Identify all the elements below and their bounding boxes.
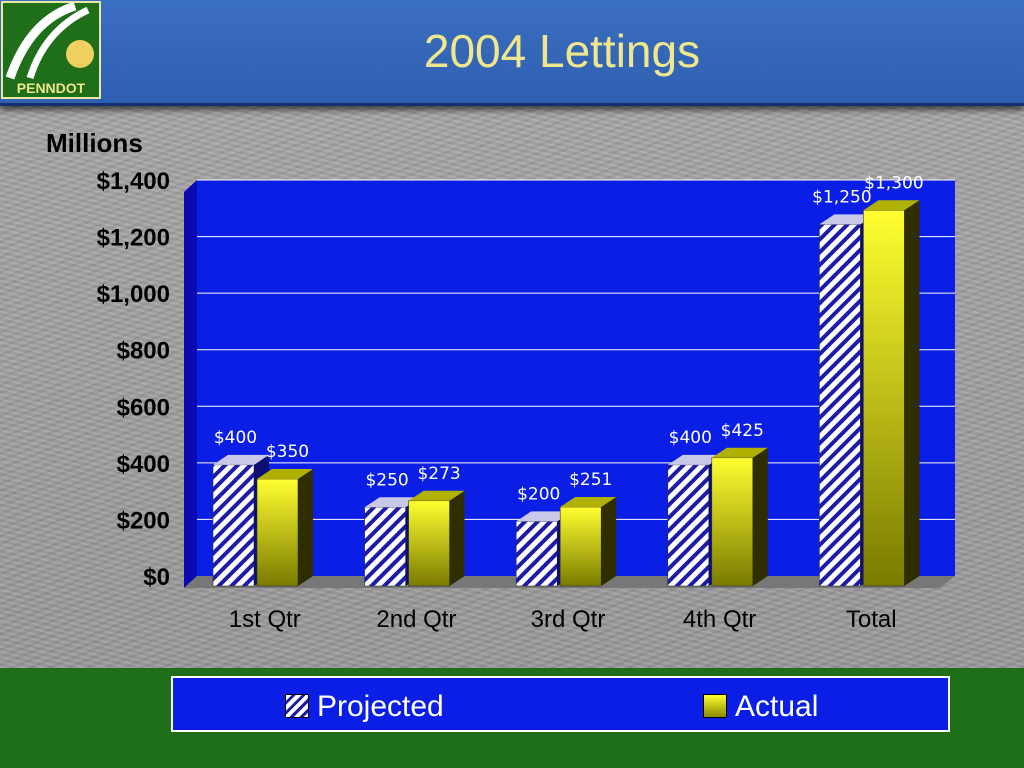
data-label: $400 <box>214 428 257 448</box>
y-tick-label: $800 <box>117 338 170 365</box>
legend-label-actual: Actual <box>735 690 819 723</box>
y-tick-label: $200 <box>117 507 170 534</box>
x-category-label: 4th Qtr <box>683 606 756 633</box>
bar-actual-3rd-qtr <box>559 497 617 587</box>
y-tick-label: $1,000 <box>97 281 170 308</box>
penndot-logo: PENNDOT <box>1 1 101 99</box>
header-bar: PENNDOT 2004 Lettings <box>0 0 1024 106</box>
y-tick-label: $400 <box>117 451 170 478</box>
data-label: $350 <box>266 442 309 462</box>
legend-swatch-actual <box>703 694 727 718</box>
slide-title: 2004 Lettings <box>423 25 701 77</box>
y-tick-label: $0 <box>143 564 170 591</box>
y-axis-label: Millions <box>46 128 143 158</box>
legend-swatch-projected <box>285 694 309 718</box>
bar-chart: $0 $200 $400 $600 $800 $1,000 $1,200 $1,400 1st… <box>97 168 955 633</box>
x-category-label: 1st Qtr <box>229 606 301 633</box>
plot-side-wall <box>184 180 197 588</box>
x-category-label: 3rd Qtr <box>531 606 606 633</box>
y-tick-label: $1,200 <box>97 225 170 252</box>
legend-item-projected: Projected <box>285 690 444 724</box>
legend-item-actual: Actual <box>703 690 818 724</box>
data-label: $200 <box>517 484 560 504</box>
x-category-label: Total <box>846 606 897 633</box>
data-label: $273 <box>417 464 460 484</box>
bar-actual-total <box>863 200 920 587</box>
y-tick-label: $1,400 <box>97 168 170 195</box>
bar-actual-4th-qtr <box>711 447 768 587</box>
y-tick-label: $600 <box>117 394 170 421</box>
data-label: $1,300 <box>864 173 923 193</box>
logo-text: PENNDOT <box>17 80 86 96</box>
data-label: $425 <box>721 421 764 441</box>
bar-actual-1st-qtr <box>256 469 313 587</box>
data-label: $1,250 <box>812 187 871 207</box>
x-category-label: 2nd Qtr <box>376 606 456 633</box>
data-label: $251 <box>569 470 612 490</box>
legend-label-projected: Projected <box>317 690 444 723</box>
bar-actual-2nd-qtr <box>408 490 465 587</box>
data-label: $250 <box>365 470 408 490</box>
data-label: $400 <box>669 428 712 448</box>
chart-legend: Projected Actual <box>171 676 950 732</box>
